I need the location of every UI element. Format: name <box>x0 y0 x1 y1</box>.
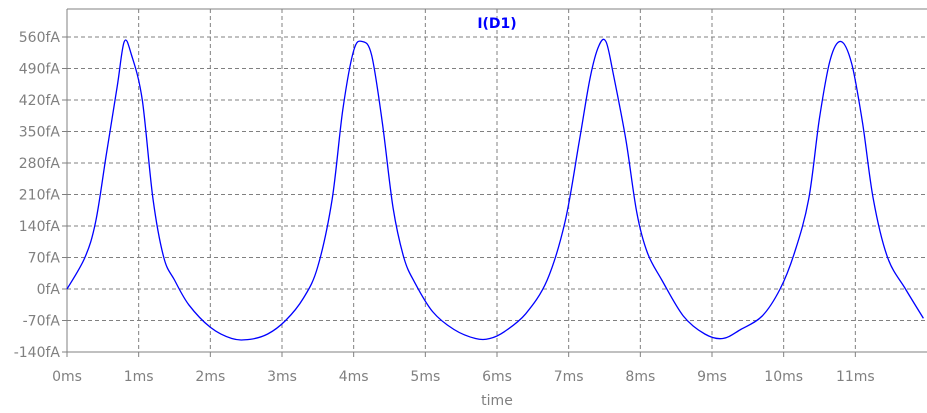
y-tick-label: 420fA <box>19 93 61 109</box>
x-ticks: 0ms 1ms 2ms 3ms 4ms 5ms 6ms 7ms 8ms 9ms 10ms 11ms <box>52 352 875 385</box>
x-tick-label: 10ms <box>764 369 803 385</box>
x-tick-label: 9ms <box>697 369 727 385</box>
x-axis-label: time <box>481 393 513 409</box>
x-tick-label: 2ms <box>195 369 225 385</box>
y-tick-label: 350fA <box>19 125 61 141</box>
x-tick-label: 7ms <box>554 369 584 385</box>
series-line-i-d1 <box>66 38 924 341</box>
y-tick-label: 490fA <box>19 62 61 78</box>
x-tick-label: 11ms <box>836 369 875 385</box>
chart-title: I(D1) <box>477 16 516 32</box>
x-tick-label: 0ms <box>52 369 82 385</box>
x-tick-label: 5ms <box>410 369 440 385</box>
y-tick-label: 280fA <box>19 156 61 172</box>
x-tick-label: 3ms <box>267 369 297 385</box>
x-tick-label: 4ms <box>339 369 369 385</box>
y-tick-label: -140fA <box>14 345 61 361</box>
y-tick-label: 210fA <box>19 188 61 204</box>
x-tick-label: 8ms <box>625 369 655 385</box>
y-tick-label: -70fA <box>23 314 61 330</box>
grid <box>67 9 927 352</box>
y-tick-label: 140fA <box>19 219 61 235</box>
x-tick-label: 6ms <box>482 369 512 385</box>
y-ticks: 560fA 490fA 420fA 350fA 280fA 210fA 140fA 70fA 0… <box>14 30 67 361</box>
y-tick-label: 0fA <box>37 282 61 298</box>
y-tick-label: 560fA <box>19 30 61 46</box>
x-tick-label: 1ms <box>124 369 154 385</box>
y-tick-label: 70fA <box>28 251 61 267</box>
